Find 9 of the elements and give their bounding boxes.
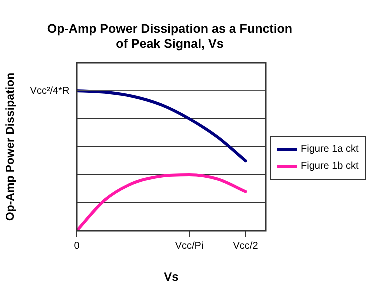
legend-label: Figure 1b ckt [300,160,359,174]
y-axis-title: Op-Amp Power Dissipation [5,72,18,222]
x-tick-label: Vcc/Pi [175,240,204,252]
legend-label: Figure 1a ckt [300,143,359,157]
x-tick-label: Vcc/2 [233,240,259,252]
chart-title: Op-Amp Power Dissipation as a Function of Peak Signal, Vs [46,22,294,52]
x-tick-label: 0 [74,240,80,252]
ref-line-label: Vcc²/4*R [30,86,70,97]
x-axis-title: Vs [164,270,180,284]
